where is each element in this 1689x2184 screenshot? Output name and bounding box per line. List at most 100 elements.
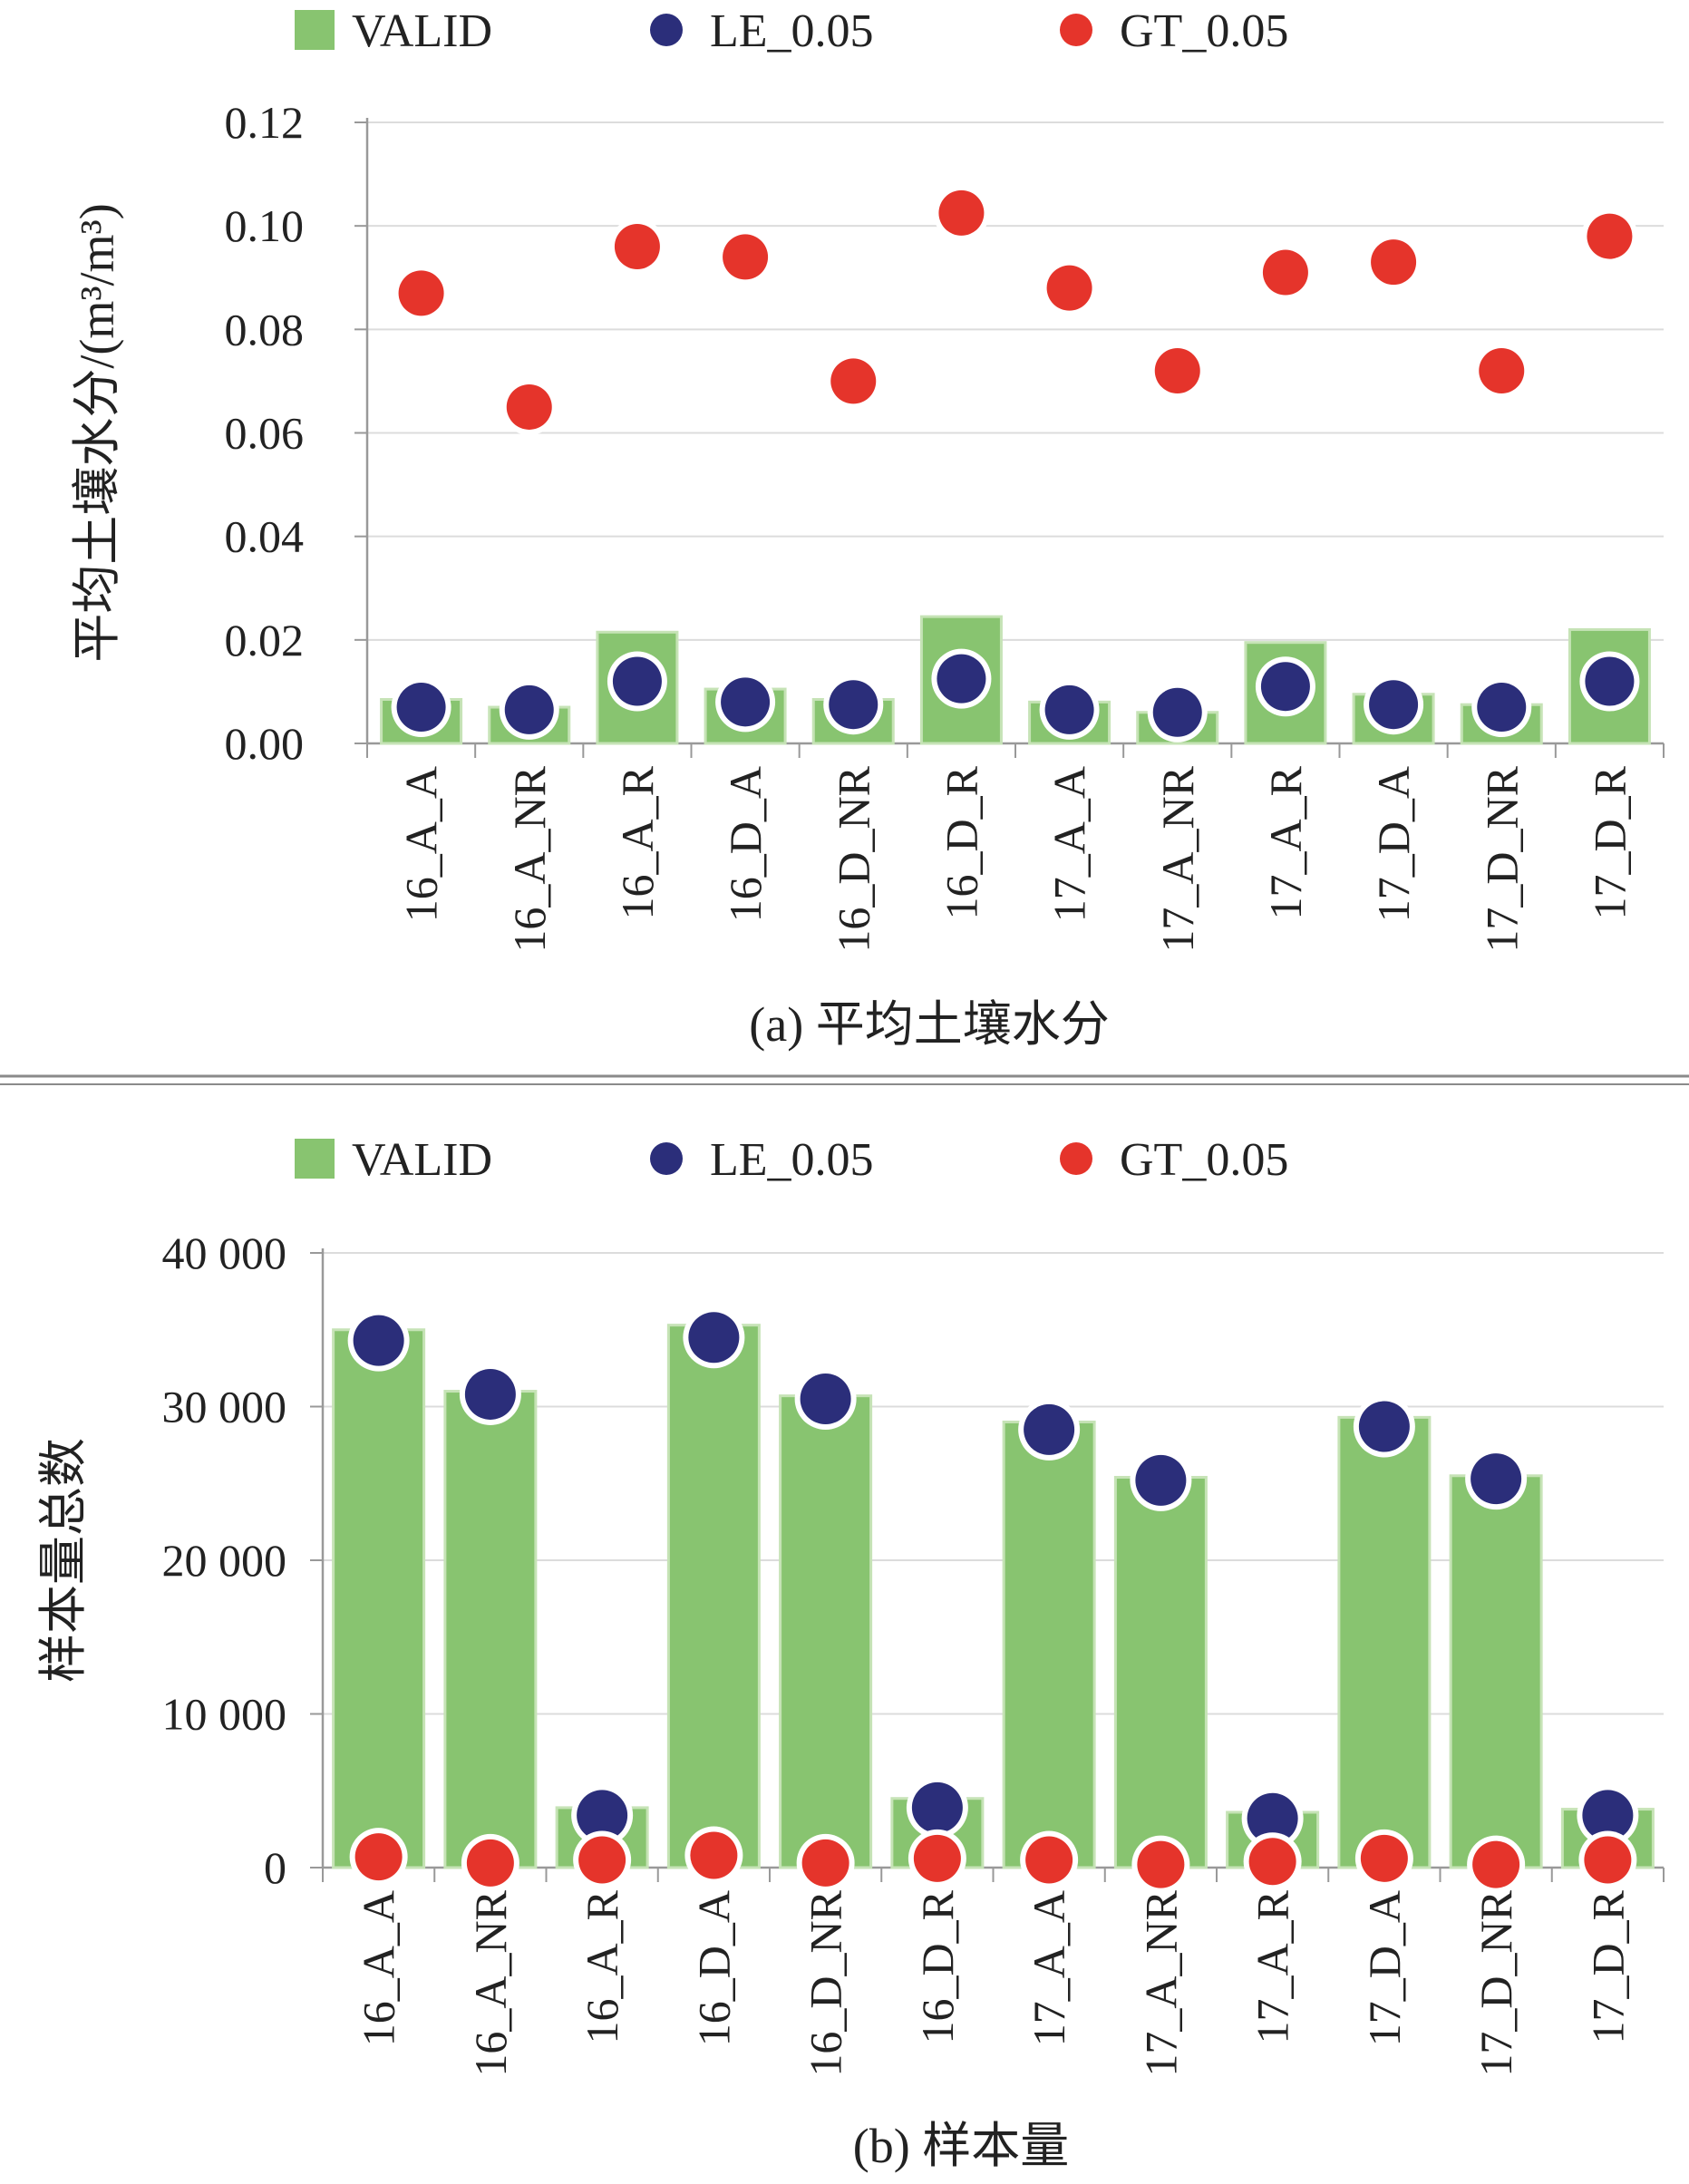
x-tick-label: 17_D_NR bbox=[1476, 765, 1527, 952]
x-tick-label: 17_D_NR bbox=[1471, 1889, 1521, 2076]
point-gt-17_D_NR bbox=[1479, 348, 1525, 393]
point-gt-17_A_R bbox=[1262, 249, 1308, 296]
point-le-16_D_R bbox=[937, 654, 986, 704]
legend-a: VALID LE_0.05 GT_0.05 bbox=[295, 5, 1288, 57]
point-gt-16_D_NR bbox=[801, 1839, 849, 1887]
point-le-17_A_R bbox=[1260, 662, 1310, 712]
x-tick-label: 17_A_R bbox=[1247, 1889, 1298, 2043]
x-tick-label: 16_D_A bbox=[688, 1890, 739, 2046]
point-gt-16_A_R bbox=[614, 224, 660, 269]
legend-b: VALID LE_0.05 GT_0.05 bbox=[295, 1134, 1288, 1186]
point-gt-17_D_R bbox=[1587, 213, 1633, 259]
y-tick-label: 0.12 bbox=[225, 97, 305, 148]
x-tick-label: 16_D_NR bbox=[801, 1889, 851, 2076]
point-gt-17_D_NR bbox=[1472, 1840, 1520, 1888]
legend-valid-label: VALID bbox=[352, 5, 492, 57]
x-tick-label: 16_D_R bbox=[912, 1889, 963, 2043]
x-tick-label: 16_A_NR bbox=[504, 765, 555, 952]
point-le-17_D_A bbox=[1369, 680, 1419, 730]
y-tick-label: 20 000 bbox=[162, 1535, 287, 1586]
y-tick-label: 0.00 bbox=[225, 718, 305, 769]
bar-valid-16_D_NR bbox=[779, 1394, 873, 1869]
y-tick-label: 0.10 bbox=[225, 200, 305, 251]
point-gt-16_A_R bbox=[578, 1836, 626, 1884]
point-gt-17_A_R bbox=[1248, 1838, 1296, 1886]
y-tick-label: 0.02 bbox=[225, 615, 305, 665]
panel-caption: (b) 样本量 bbox=[853, 2119, 1069, 2173]
point-le-17_D_A bbox=[1358, 1401, 1410, 1452]
point-le-17_A_R bbox=[1247, 1792, 1298, 1844]
point-gt-17_A_NR bbox=[1137, 1840, 1185, 1888]
point-gt-16_D_A bbox=[690, 1831, 738, 1879]
point-le-16_A_A bbox=[353, 1315, 404, 1366]
x-tick-label: 17_A_R bbox=[1260, 765, 1311, 919]
point-gt-16_A_A bbox=[398, 270, 444, 316]
panel-caption: (a) 平均土壤水分 bbox=[749, 997, 1109, 1052]
point-le-17_D_NR bbox=[1471, 1453, 1522, 1505]
point-le-16_D_A bbox=[688, 1312, 740, 1364]
x-tick-label: 16_D_NR bbox=[828, 765, 878, 952]
x-tick-label: 16_D_A bbox=[720, 766, 771, 922]
point-le-16_D_A bbox=[721, 677, 771, 727]
point-gt-16_A_NR bbox=[506, 383, 552, 430]
point-le-16_A_NR bbox=[504, 684, 554, 734]
point-le-17_A_NR bbox=[1152, 687, 1202, 737]
point-gt-17_A_NR bbox=[1154, 348, 1200, 393]
bar-valid-16_A_NR bbox=[443, 1390, 538, 1869]
point-le-16_A_R bbox=[577, 1790, 628, 1841]
bar-valid-17_A_A bbox=[1002, 1420, 1096, 1869]
point-gt-17_D_A bbox=[1371, 239, 1417, 286]
legend-valid-swatch bbox=[295, 1139, 335, 1179]
legend-gt-label: GT_0.05 bbox=[1120, 5, 1288, 57]
bar-valid-16_A_A bbox=[332, 1328, 426, 1869]
point-le-17_A_NR bbox=[1135, 1454, 1187, 1506]
x-tick-label: 16_A_R bbox=[577, 1889, 627, 2043]
x-tick-label: 17_A_A bbox=[1044, 766, 1095, 922]
y-tick-label: 40 000 bbox=[162, 1228, 287, 1278]
x-tick-label: 16_A_A bbox=[396, 766, 447, 922]
point-le-17_A_A bbox=[1044, 684, 1094, 734]
legend-le-marker bbox=[650, 14, 683, 46]
y-tick-label: 0 bbox=[264, 1842, 286, 1893]
legend-gt-label: GT_0.05 bbox=[1120, 1134, 1288, 1186]
y-tick-label: 30 000 bbox=[162, 1382, 287, 1432]
point-gt-16_A_NR bbox=[466, 1839, 514, 1887]
chart-panel-b: 0 10 000 20 000 30 000 40 000 16_A_A 16_A_NR 16… bbox=[36, 1228, 1665, 2173]
legend-le-label: LE_0.05 bbox=[710, 1134, 874, 1186]
legend-gt-marker bbox=[1060, 14, 1092, 46]
x-tick-label: 16_D_R bbox=[936, 765, 986, 919]
point-le-16_A_R bbox=[612, 656, 662, 706]
point-le-16_D_NR bbox=[829, 680, 878, 730]
point-gt-16_D_R bbox=[913, 1834, 961, 1882]
point-le-16_A_A bbox=[396, 683, 446, 733]
x-tick-label: 17_D_R bbox=[1584, 765, 1635, 919]
legend-le-marker bbox=[650, 1142, 683, 1175]
point-le-17_D_NR bbox=[1477, 683, 1527, 733]
x-tick-label: 17_D_R bbox=[1582, 1889, 1633, 2043]
point-le-17_D_R bbox=[1582, 1790, 1634, 1841]
legend-le-label: LE_0.05 bbox=[710, 5, 874, 57]
x-tick-label: 17_A_NR bbox=[1152, 765, 1203, 952]
point-gt-16_D_NR bbox=[830, 358, 877, 404]
x-tick-label: 17_A_NR bbox=[1135, 1889, 1186, 2076]
legend-valid-label: VALID bbox=[352, 1134, 492, 1186]
point-gt-16_A_A bbox=[354, 1833, 403, 1881]
point-gt-17_A_A bbox=[1025, 1836, 1073, 1884]
point-le-16_D_NR bbox=[800, 1373, 851, 1425]
point-le-16_A_NR bbox=[464, 1368, 516, 1420]
point-gt-17_D_A bbox=[1360, 1834, 1408, 1882]
point-le-17_A_A bbox=[1024, 1403, 1075, 1455]
x-tick-label: 16_A_R bbox=[612, 765, 663, 919]
bar-valid-17_D_A bbox=[1337, 1415, 1432, 1869]
bar-valid-16_D_A bbox=[666, 1324, 761, 1869]
point-gt-16_D_R bbox=[938, 189, 985, 236]
chart-panel-a: 0.00 0.02 0.04 0.06 0.08 0.10 0.12 16_A_A 16_A_N… bbox=[70, 97, 1665, 1052]
point-gt-16_D_A bbox=[723, 234, 769, 280]
point-le-16_D_R bbox=[911, 1781, 963, 1833]
x-tick-label: 17_D_A bbox=[1359, 1890, 1410, 2046]
x-tick-label: 17_A_A bbox=[1024, 1890, 1074, 2046]
y-axis-title: 平均土壤水分/(m³/m³) bbox=[70, 203, 124, 662]
y-tick-label: 10 000 bbox=[162, 1689, 287, 1740]
y-tick-label: 0.08 bbox=[225, 304, 305, 354]
